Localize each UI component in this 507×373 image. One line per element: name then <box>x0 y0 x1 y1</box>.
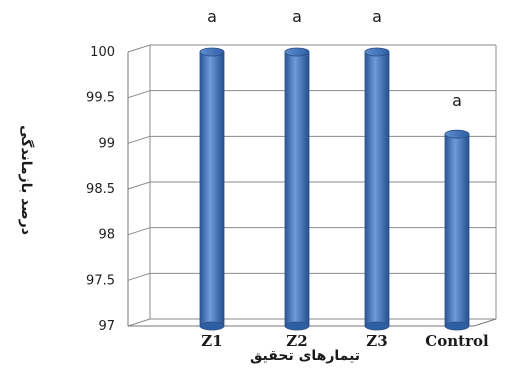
x-axis-depth-line <box>473 318 497 327</box>
gridline-depth <box>127 318 151 327</box>
bar <box>364 51 390 327</box>
bar-base <box>444 321 470 331</box>
gridline-depth <box>127 90 151 99</box>
y-axis-title: درصد بازماندگی <box>18 125 35 235</box>
x-tick-label: Z1 <box>201 332 222 350</box>
bar-base <box>199 321 225 331</box>
x-tick-label: Control <box>425 332 489 350</box>
y-tick-label: 100 <box>90 45 115 60</box>
gridline-depth <box>127 44 151 53</box>
bar-base <box>364 321 390 331</box>
y-tick-label: 97.5 <box>86 273 115 288</box>
bar-top <box>199 47 225 57</box>
axis-layer <box>127 52 497 327</box>
y-tick-label: 99 <box>98 136 115 151</box>
y-tick-label: 99.5 <box>86 91 115 106</box>
x-tick-label: Z3 <box>366 332 387 350</box>
bar <box>444 133 470 327</box>
bar-top <box>284 47 310 57</box>
bar-top <box>364 47 390 57</box>
significance-label: a <box>292 7 302 26</box>
label-layer: 97 97.5 98 98.5 99 99.5 100 Z1 a Z2 a Z3 a Control a <box>86 7 489 350</box>
x-axis-title: تیمارهای تحقیق <box>250 348 360 364</box>
significance-label: a <box>207 7 217 26</box>
bar <box>199 51 225 327</box>
y-tick-label: 98 <box>98 228 115 243</box>
gridline-depth <box>127 135 151 144</box>
gridline-depth <box>127 272 151 281</box>
bar-base <box>284 321 310 331</box>
bar <box>284 51 310 327</box>
significance-label: a <box>452 91 462 110</box>
grid-layer <box>127 44 497 327</box>
gridline-depth <box>127 227 151 236</box>
bar-top <box>444 129 470 139</box>
y-tick-label: 98.5 <box>86 182 115 197</box>
y-tick-label: 97 <box>98 319 115 334</box>
bar-layer <box>199 47 470 331</box>
significance-label: a <box>372 7 382 26</box>
gridline-depth <box>127 181 151 190</box>
x-tick-label: Z2 <box>286 332 307 350</box>
